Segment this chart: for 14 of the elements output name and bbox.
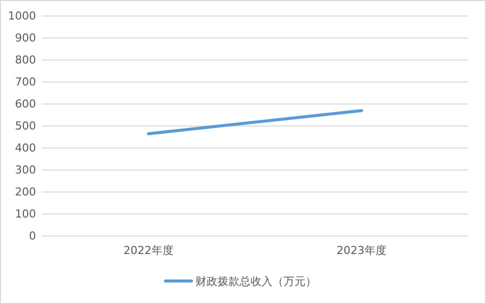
x-tick-label: 2023年度 bbox=[336, 244, 386, 257]
y-tick-label: 900 bbox=[15, 32, 36, 45]
y-tick-label: 0 bbox=[29, 230, 36, 243]
legend-label: 财政拨款总收入（万元） bbox=[196, 274, 316, 288]
x-tick-label: 2022年度 bbox=[124, 244, 174, 257]
y-tick-label: 400 bbox=[15, 142, 36, 155]
y-tick-label: 200 bbox=[15, 186, 36, 199]
y-tick-label: 500 bbox=[15, 120, 36, 133]
y-tick-label: 100 bbox=[15, 208, 36, 221]
y-tick-label: 300 bbox=[15, 164, 36, 177]
y-tick-label: 800 bbox=[15, 54, 36, 67]
y-tick-label: 600 bbox=[15, 98, 36, 111]
y-tick-label: 700 bbox=[15, 76, 36, 89]
y-tick-label: 1000 bbox=[8, 10, 36, 23]
